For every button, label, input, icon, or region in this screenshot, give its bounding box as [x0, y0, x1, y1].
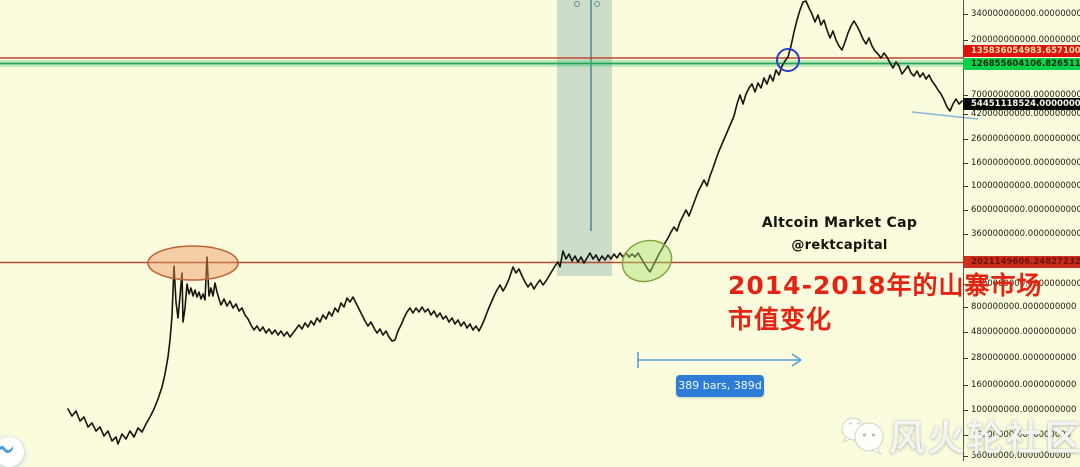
y-axis-tick-label: 100000000.0000000000: [971, 404, 1077, 415]
y-axis-tick-mark: [963, 114, 968, 115]
horizontal-level-lines[interactable]: [0, 57, 963, 264]
y-axis-tick-mark: [963, 234, 968, 235]
y-axis-tick-label: 16000000000.0000000000: [971, 157, 1080, 168]
y-axis-tick-label: 1300000000.0000000000: [971, 278, 1080, 289]
y-axis-tick-label: 3600000000.0000000000: [971, 228, 1080, 239]
green-ellipse-annotation[interactable]: [617, 234, 677, 287]
y-axis-tick-mark: [963, 186, 968, 187]
y-axis-tick-mark: [963, 332, 968, 333]
y-axis-tick-label: 340000000000.0000000000: [971, 8, 1080, 19]
y-axis-tick-mark: [963, 163, 968, 164]
y-axis-tick-mark: [963, 410, 968, 411]
y-axis-tick-mark: [963, 435, 968, 436]
measure-label-badge[interactable]: 389 bars, 389d: [676, 375, 764, 397]
chart-title: Altcoin Market Cap: [761, 215, 918, 231]
y-axis-tick-label: 480000000.0000000000: [971, 326, 1077, 337]
y-axis-tick-mark: [963, 139, 968, 140]
y-axis-tick-mark: [963, 358, 968, 359]
y-axis-tick-label: 800000000.0000000000: [971, 301, 1077, 312]
price-series-line: [67, 0, 963, 445]
price-level-label[interactable]: 2021149606.2482723200: [963, 256, 1080, 268]
y-axis-tick-mark: [963, 284, 968, 285]
price-level-label[interactable]: 54451118524.0000000000: [963, 98, 1080, 110]
y-axis-tick-label: 6000000000.0000000000: [971, 204, 1080, 215]
floating-app-button[interactable]: [0, 437, 24, 467]
y-axis-tick-mark: [963, 95, 968, 96]
trendline-annotation[interactable]: [911, 111, 979, 120]
y-axis-tick-label: 70000000000.0000000000: [971, 89, 1080, 100]
y-axis-tick-label: 160000000.0000000000: [971, 379, 1077, 390]
y-axis-tick-label: 60000000.0000000000: [971, 429, 1072, 440]
chart-author-handle: @rektcapital: [791, 238, 888, 253]
blue-circle-annotation[interactable]: [776, 48, 800, 72]
vertical-highlight-band[interactable]: [557, 0, 612, 276]
price-axis[interactable]: 340000000000.0000000000 200000000000.0000…: [963, 0, 1080, 461]
y-axis-tick-mark: [963, 40, 968, 41]
blue-swoosh-icon: [0, 445, 13, 454]
y-axis-tick-label: 200000000000.0000000000: [971, 34, 1080, 45]
y-axis-tick-label: 36000000.0000000000: [971, 450, 1072, 461]
y-axis-tick-mark: [963, 456, 968, 457]
y-axis-tick-mark: [963, 385, 968, 386]
y-axis-tick-mark: [963, 14, 968, 15]
drawing-handle[interactable]: [574, 1, 580, 7]
drawing-handle[interactable]: [594, 1, 600, 7]
y-axis-tick-label: 26000000000.0000000000: [971, 133, 1080, 144]
y-axis-tick-label: 10000000000.0000000000: [971, 180, 1080, 191]
y-axis-tick-mark: [963, 307, 968, 308]
y-axis-tick-label: 42000000000.0000000000: [971, 108, 1080, 119]
chinese-note-line2: 市值变化: [728, 305, 833, 334]
chinese-note-line1: 2014-2018年的山寨市场: [728, 271, 1043, 300]
price-level-label[interactable]: 126855604106.8265113600: [963, 58, 1080, 70]
orange-ellipse-annotation[interactable]: [147, 245, 239, 281]
price-level-label[interactable]: 135836054983.6571008000: [963, 45, 1080, 57]
measure-arrow[interactable]: [637, 352, 802, 368]
y-axis-tick-mark: [963, 210, 968, 211]
y-axis-tick-label: 280000000.0000000000: [971, 352, 1077, 363]
